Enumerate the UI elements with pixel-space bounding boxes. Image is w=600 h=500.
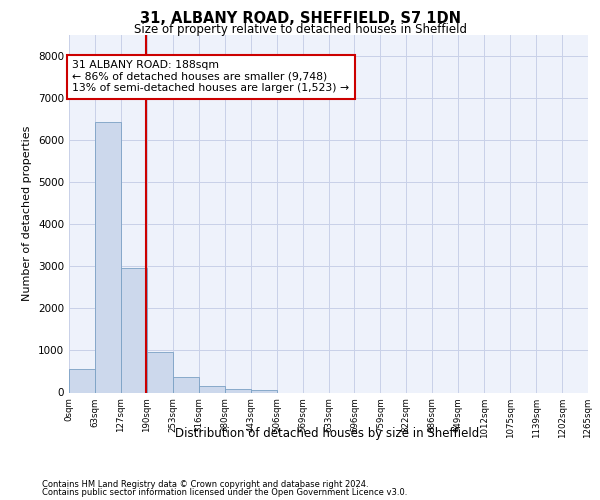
Bar: [121, 268, 147, 392]
Bar: [251, 390, 277, 392]
Bar: [199, 386, 224, 392]
Text: 31, ALBANY ROAD, SHEFFIELD, S7 1DN: 31, ALBANY ROAD, SHEFFIELD, S7 1DN: [139, 11, 461, 26]
Text: 31 ALBANY ROAD: 188sqm
← 86% of detached houses are smaller (9,748)
13% of semi-: 31 ALBANY ROAD: 188sqm ← 86% of detached…: [73, 60, 349, 94]
Text: Size of property relative to detached houses in Sheffield: Size of property relative to detached ho…: [133, 22, 467, 36]
Bar: [225, 388, 251, 392]
Text: Contains public sector information licensed under the Open Government Licence v3: Contains public sector information licen…: [42, 488, 407, 497]
Bar: [147, 352, 173, 393]
Bar: [69, 370, 95, 392]
Bar: [95, 122, 121, 392]
Y-axis label: Number of detached properties: Number of detached properties: [22, 126, 32, 302]
Text: Distribution of detached houses by size in Sheffield: Distribution of detached houses by size …: [175, 428, 479, 440]
Bar: [173, 376, 199, 392]
Text: Contains HM Land Registry data © Crown copyright and database right 2024.: Contains HM Land Registry data © Crown c…: [42, 480, 368, 489]
